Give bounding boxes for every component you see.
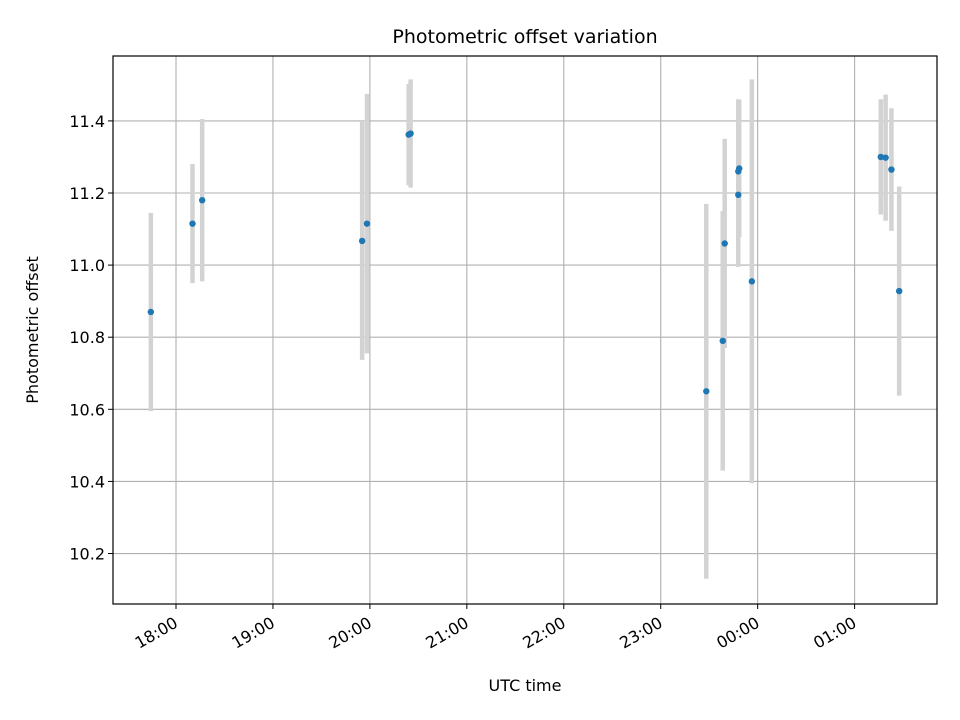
data-point [721,240,728,247]
x-axis-label: UTC time [489,676,562,695]
y-axis-ticks: 10.2 10.4 10.6 10.8 11.0 11.2 11.4 [69,112,113,564]
data-point [888,166,895,173]
data-point [147,308,155,316]
data-point [877,153,884,161]
data-point [189,220,196,227]
axes-frame [112,55,938,605]
data-point [198,197,206,204]
y-tick-label: 11.4 [69,112,105,131]
data-point [735,191,742,199]
y-tick-label: 11.2 [69,184,105,203]
data-point [363,220,371,227]
data-point [407,130,414,137]
data-point [748,278,756,285]
y-tick-label: 10.4 [69,472,105,491]
data-point [895,287,903,295]
data-point [703,388,710,395]
y-tick-label: 10.6 [69,400,105,419]
data-points [147,130,903,395]
data-point [358,237,366,245]
data-point [736,165,743,172]
data-point [719,337,726,345]
grid-lines [113,56,937,604]
data-point [882,154,889,161]
y-tick-label: 10.2 [69,545,105,564]
y-tick-label: 10.8 [69,328,105,347]
y-axis-label: Photometric offset [23,256,42,404]
chart-title: Photometric offset variation [392,26,657,48]
y-tick-label: 11.0 [69,256,105,275]
